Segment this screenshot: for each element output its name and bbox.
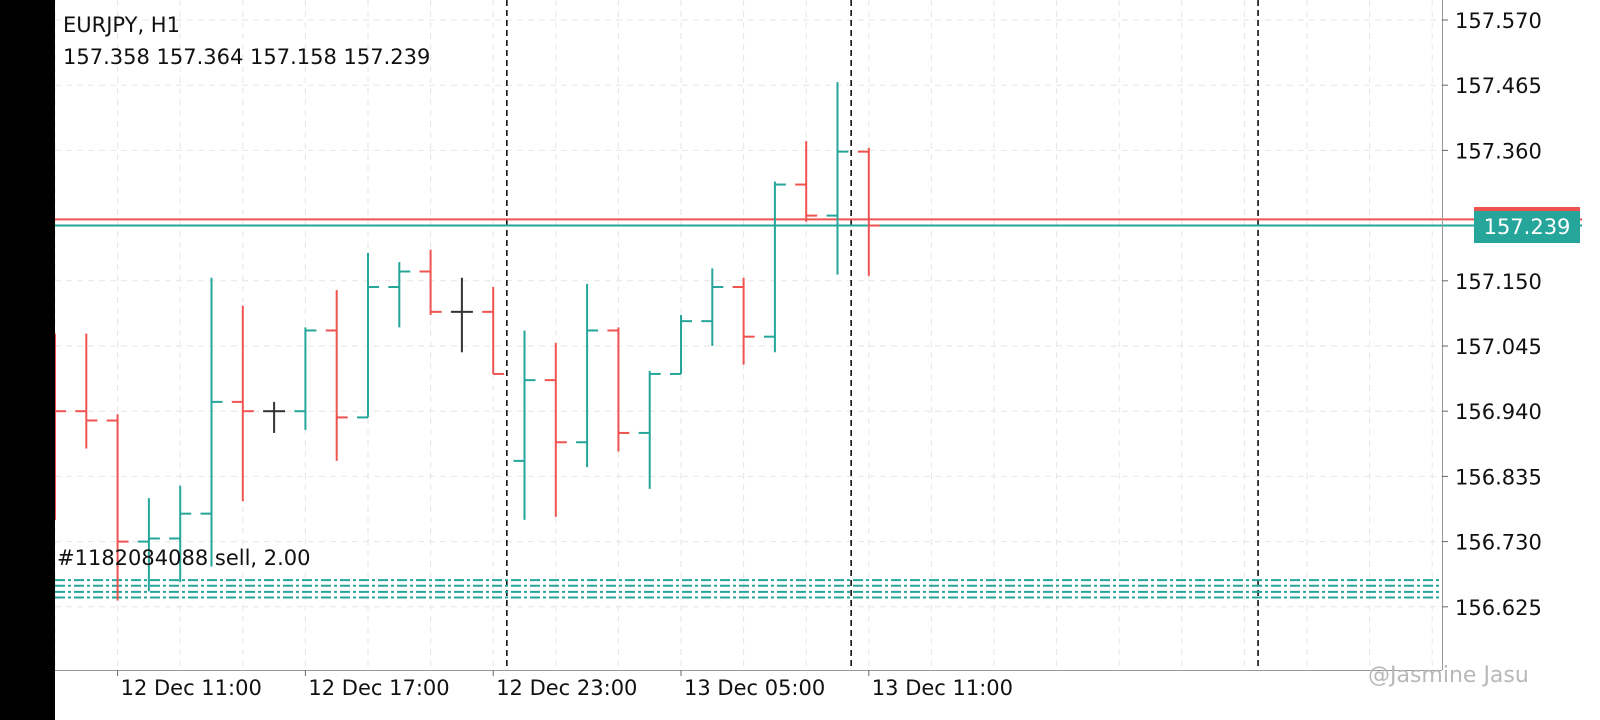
y-tick-label: 157.465 (1455, 74, 1542, 98)
ohlc-bar (325, 290, 348, 461)
ohlc-bar (607, 327, 630, 452)
y-tick-label: 156.625 (1455, 596, 1542, 620)
ohlc-bar (231, 305, 254, 502)
ohlc-bar (482, 287, 505, 375)
ohlc-bar (826, 82, 849, 275)
ohlc-bar (857, 147, 880, 276)
ohlc-bar (732, 277, 755, 365)
ask-price-marker (1474, 207, 1580, 212)
y-tick-label: 157.150 (1455, 270, 1542, 294)
ohlc-bar (576, 283, 599, 468)
order-label[interactable]: #1182084088 sell, 2.00 (57, 546, 311, 570)
ohlc-bar (263, 401, 286, 433)
ohlc-bar (200, 277, 223, 567)
y-tick-label: 156.835 (1455, 465, 1542, 489)
ohlc-chart[interactable]: 157.570 157.465 157.360 157.150 157.045 156.9… (55, 0, 1600, 720)
ohlc-bar (450, 277, 473, 353)
y-tick-label: 156.730 (1455, 531, 1542, 555)
ohlc-bar (106, 414, 129, 601)
ohlc-bar (169, 485, 192, 582)
symbol-timeframe: EURJPY, H1 (63, 13, 180, 37)
ohlc-bar (419, 249, 442, 315)
x-tick-label: 12 Dec 11:00 (121, 676, 262, 700)
ohlc-bar (701, 268, 724, 346)
ohlc-bar (670, 314, 692, 375)
ohlc-bar (55, 333, 66, 520)
ohlc-bar (357, 252, 379, 419)
x-tick-label: 12 Dec 17:00 (308, 676, 449, 700)
current-price-badge: 157.239 (1474, 211, 1580, 243)
ohlc-bar (513, 330, 536, 520)
ohlc-bar (137, 498, 160, 592)
ohlc-bar (795, 141, 818, 222)
ohlc-bar (763, 181, 786, 353)
ohlc-readout: 157.358 157.364 157.158 157.239 (63, 45, 431, 69)
x-tick-label: 13 Dec 05:00 (684, 676, 825, 700)
ohlc-bar (388, 262, 411, 328)
y-tick-label: 157.360 (1455, 139, 1542, 163)
ohlc-bar (544, 342, 567, 517)
chart-area[interactable]: 157.570 157.465 157.360 157.150 157.045 156.9… (55, 0, 1600, 720)
x-tick-label: 13 Dec 11:00 (872, 676, 1013, 700)
ohlc-bar (294, 327, 317, 430)
ohlc-bar (75, 333, 98, 449)
watermark: @Jasmine Jasu (1368, 663, 1529, 688)
y-tick-label: 156.940 (1455, 400, 1542, 424)
y-tick-label: 157.570 (1455, 9, 1542, 33)
x-tick-label: 12 Dec 23:00 (496, 676, 637, 700)
y-tick-label: 157.045 (1455, 335, 1542, 359)
ohlc-bar (638, 370, 661, 489)
